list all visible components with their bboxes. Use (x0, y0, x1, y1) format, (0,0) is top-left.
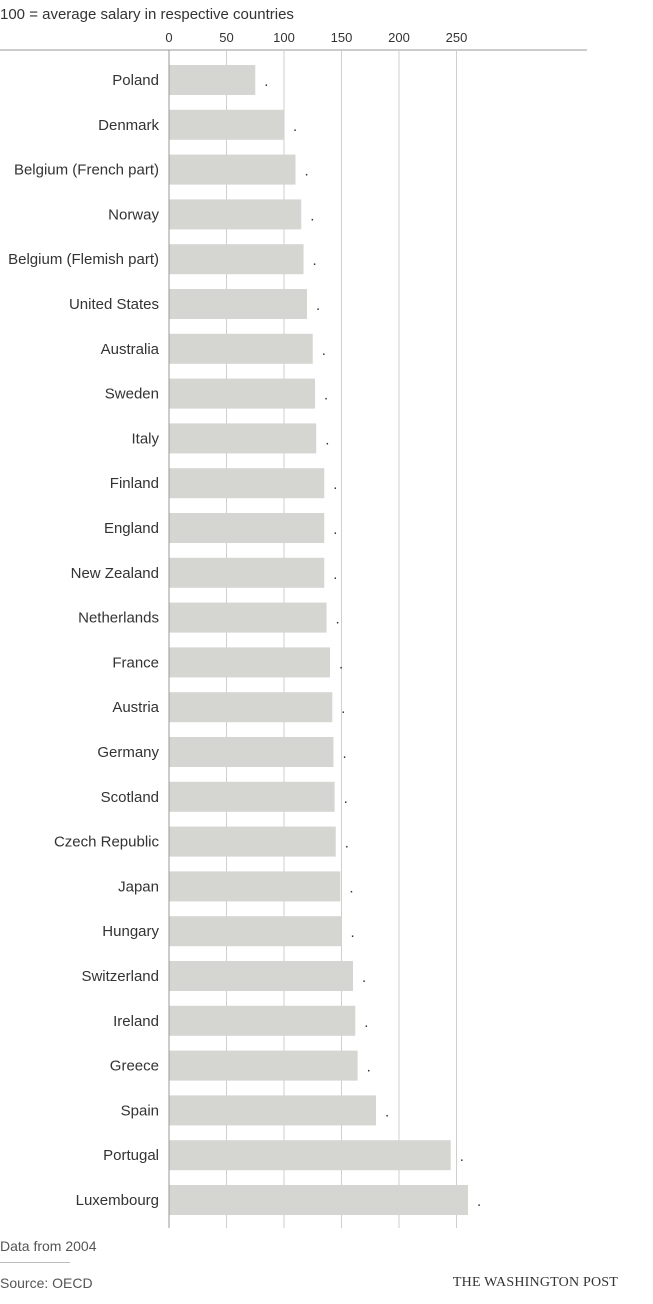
bar (169, 1005, 356, 1036)
category-label: Greece (110, 1058, 159, 1075)
bar (169, 961, 353, 991)
category-label: France (112, 654, 159, 671)
x-tick-label: 250 (446, 30, 468, 45)
category-label: Netherlands (78, 610, 159, 627)
data-label: . (264, 73, 268, 90)
bar (169, 781, 335, 812)
x-tick-label: 0 (165, 30, 172, 45)
data-label: . (364, 1014, 368, 1031)
category-label: Hungary (102, 923, 159, 940)
category-label: Austria (112, 699, 159, 716)
data-label: . (325, 431, 329, 448)
x-tick-label: 200 (388, 30, 410, 45)
data-label: . (341, 700, 345, 717)
bar (169, 1050, 358, 1081)
data-label: . (367, 1059, 371, 1076)
data-label: . (336, 611, 340, 628)
category-label: Czech Republic (54, 834, 160, 851)
category-label: Italy (131, 430, 159, 447)
category-label: Finland (110, 475, 159, 492)
data-label: . (322, 342, 326, 359)
bar (169, 333, 313, 364)
category-label: Australia (101, 341, 160, 358)
x-tick-label: 50 (219, 30, 233, 45)
chart-subtitle: 100 = average salary in respective count… (0, 6, 294, 23)
data-label: . (310, 207, 314, 224)
bar (169, 602, 327, 633)
category-label: Poland (112, 72, 159, 89)
bar (169, 871, 341, 902)
category-label: Luxembourg (76, 1192, 159, 1209)
bar (169, 737, 334, 767)
data-label: . (344, 790, 348, 807)
category-label: Spain (121, 1102, 159, 1119)
category-label: Denmark (98, 117, 159, 134)
data-label: . (477, 1193, 481, 1210)
category-label: Norway (108, 206, 159, 223)
data-label: . (313, 252, 317, 269)
bar (169, 513, 325, 543)
bar (169, 468, 325, 499)
bar (169, 1185, 468, 1215)
data-label: . (349, 879, 353, 896)
bar (169, 199, 302, 230)
data-label: . (305, 163, 309, 180)
data-label: . (385, 1103, 389, 1120)
x-tick-label: 150 (331, 30, 353, 45)
category-label: United States (69, 296, 159, 313)
data-label: . (342, 745, 346, 762)
data-label: . (324, 387, 328, 404)
category-label: England (104, 520, 159, 537)
category-label: Japan (118, 878, 159, 895)
bar (169, 244, 304, 275)
data-label: . (351, 924, 355, 941)
data-label: . (362, 969, 366, 986)
bar (169, 289, 307, 319)
category-label: Belgium (Flemish part) (8, 251, 159, 268)
bar (169, 154, 296, 185)
source-credit: Source: OECD (0, 1275, 93, 1291)
data-label: . (460, 1148, 464, 1165)
bar (169, 378, 316, 409)
data-label: . (333, 476, 337, 493)
bar (169, 916, 342, 947)
bar (169, 692, 333, 723)
bar (169, 65, 256, 95)
category-label: Belgium (French part) (14, 162, 159, 179)
category-label: Germany (97, 744, 159, 761)
data-label: . (293, 118, 297, 135)
bar (169, 1140, 451, 1171)
bar (169, 423, 317, 454)
bar (169, 109, 284, 140)
category-label: Scotland (101, 789, 159, 806)
footnote: Data from 2004 (0, 1238, 97, 1254)
bar (169, 1095, 376, 1126)
category-label: New Zealand (71, 565, 159, 582)
data-label: . (316, 297, 320, 314)
data-label: . (339, 655, 343, 672)
footer-divider (0, 1262, 70, 1263)
category-label: Ireland (113, 1013, 159, 1030)
bar (169, 826, 336, 857)
publisher-brand: THE WASHINGTON POST (452, 1275, 618, 1290)
bar (169, 557, 325, 588)
x-tick-label: 100 (273, 30, 295, 45)
bar-chart: 0 50 100 150 200 250 Poland . Denmark . Belgium (F… (0, 30, 587, 1228)
data-label: . (333, 521, 337, 538)
category-label: Switzerland (81, 968, 159, 985)
category-label: Portugal (103, 1147, 159, 1164)
data-label: . (333, 566, 337, 583)
data-label: . (345, 835, 349, 852)
category-label: Sweden (105, 386, 159, 403)
bar (169, 647, 330, 678)
